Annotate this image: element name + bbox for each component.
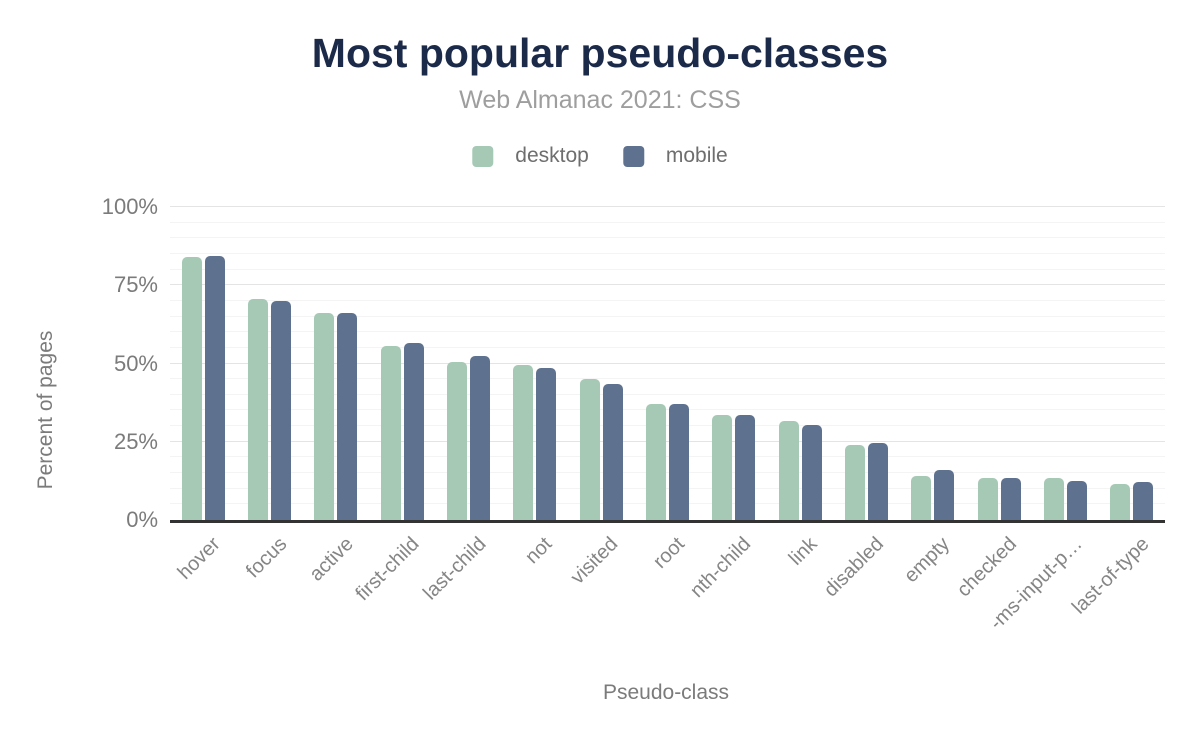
- bar-desktop-hover: [181, 257, 202, 520]
- minor-gridline-95: [170, 221, 1165, 223]
- bar-mobile-active: [337, 313, 358, 520]
- legend-item-desktop: desktop: [472, 144, 589, 168]
- chart-title: Most popular pseudo-classes: [311, 30, 889, 76]
- bar-desktop-disabled: [844, 444, 865, 520]
- bar-group-link: link: [767, 207, 833, 570]
- bar-mobile-hover: [204, 255, 225, 520]
- x-tick-label-link: link: [784, 533, 822, 570]
- x-tick-label-visited: visited: [567, 533, 623, 589]
- bar-mobile-nth-child: [735, 415, 756, 520]
- bar-desktop-focus: [247, 299, 268, 520]
- minor-gridline-45: [170, 378, 1165, 380]
- bar-group-visited: visited: [567, 207, 634, 589]
- bar-group-first-child: first-child: [352, 207, 435, 605]
- bar-mobile-ms-input-p: [1066, 480, 1087, 520]
- minor-gridline-85: [170, 252, 1165, 254]
- minor-gridline-15: [170, 472, 1165, 474]
- x-tick-label-active: active: [304, 533, 358, 586]
- legend-label: desktop: [515, 144, 589, 167]
- x-tick-label-nth-child: nth-child: [686, 533, 756, 603]
- legend-label: mobile: [665, 144, 728, 167]
- minor-gridline-40: [170, 393, 1165, 395]
- major-gridline-100: [170, 206, 1165, 207]
- bar-mobile-last-child: [469, 355, 490, 520]
- x-tick-label-first-child: first-child: [351, 533, 424, 606]
- plot-area: hover focus active first-child last-child not…: [170, 206, 1165, 634]
- bar-desktop-ms-input-p: [1043, 477, 1064, 520]
- x-tick-label-not: not: [521, 533, 557, 569]
- legend-item-mobile: mobile: [622, 144, 728, 168]
- bar-group-last-child: last-child: [419, 207, 501, 604]
- x-tick-label-disabled: disabled: [819, 533, 889, 602]
- minor-gridline-10: [170, 487, 1165, 489]
- minor-gridline-65: [170, 315, 1165, 317]
- legend-swatch-mobile: [622, 145, 644, 167]
- chart-subtitle: Web Almanac 2021: CSS: [459, 86, 741, 114]
- legend-swatch-desktop: [472, 145, 494, 167]
- legend: desktop mobile: [472, 144, 728, 168]
- bar-desktop-last-of-type: [1110, 484, 1131, 520]
- bar-desktop-root: [645, 404, 666, 520]
- bar-desktop-empty: [911, 476, 932, 520]
- bar-mobile-focus: [270, 300, 291, 520]
- bar-group-active: active: [303, 207, 369, 586]
- bar-mobile-empty: [934, 469, 955, 520]
- minor-gridline-5: [170, 503, 1165, 505]
- major-gridline-75: [170, 284, 1165, 286]
- bar-desktop-not: [513, 365, 534, 520]
- minor-gridline-35: [170, 409, 1165, 411]
- minor-gridline-55: [170, 346, 1165, 348]
- bar-desktop-last-child: [446, 361, 467, 520]
- bar-group-nth-child: nth-child: [686, 207, 767, 602]
- bar-desktop-active: [314, 313, 335, 520]
- y-tick-label-25: 25%: [113, 428, 158, 454]
- bar-groups: hover focus active first-child last-child not…: [170, 207, 1165, 634]
- major-gridline-50: [170, 362, 1165, 364]
- bar-group-ms-input-p: -ms-input-p…: [986, 207, 1098, 634]
- bar-mobile-link: [801, 424, 822, 520]
- x-axis-title: Pseudo-class: [602, 681, 730, 704]
- y-tick-label-50: 50%: [113, 350, 158, 376]
- bar-mobile-checked: [1000, 477, 1021, 520]
- y-tick-label-75: 75%: [113, 272, 158, 298]
- bar-mobile-first-child: [403, 343, 424, 520]
- x-tick-label-empty: empty: [900, 533, 955, 588]
- major-gridline-25: [170, 440, 1165, 442]
- bar-mobile-last-of-type: [1133, 482, 1154, 520]
- minor-gridline-20: [170, 456, 1165, 458]
- bar-group-empty: empty: [900, 207, 966, 587]
- bar-group-root: root: [634, 207, 700, 573]
- bar-desktop-checked: [977, 477, 998, 520]
- bar-group-hover: hover: [170, 207, 236, 584]
- bar-desktop-link: [778, 421, 799, 520]
- y-tick-label-100: 100%: [101, 194, 158, 219]
- minor-gridline-30: [170, 425, 1165, 427]
- bar-desktop-first-child: [380, 346, 401, 520]
- bar-group-last-of-type: last-of-type: [1068, 207, 1165, 619]
- x-tick-label-focus: focus: [241, 533, 292, 583]
- minor-gridline-80: [170, 268, 1165, 270]
- minor-gridline-70: [170, 299, 1165, 301]
- bar-desktop-visited: [579, 379, 600, 520]
- x-tick-label-hover: hover: [173, 533, 225, 584]
- minor-gridline-90: [170, 237, 1165, 239]
- x-axis-line: [170, 520, 1165, 523]
- bar-group-focus: focus: [236, 207, 302, 582]
- bar-group-not: not: [502, 207, 568, 568]
- minor-gridline-60: [170, 331, 1165, 333]
- bar-mobile-disabled: [867, 443, 888, 520]
- bar-mobile-visited: [602, 383, 623, 520]
- bar-mobile-not: [536, 368, 557, 520]
- bar-mobile-root: [668, 404, 689, 520]
- y-tick-label-0: 0%: [126, 507, 158, 532]
- x-tick-label-last-child: last-child: [418, 533, 491, 605]
- bar-group-checked: checked: [952, 207, 1032, 601]
- bar-group-disabled: disabled: [820, 207, 899, 601]
- x-tick-label-root: root: [649, 533, 690, 573]
- bar-desktop-nth-child: [712, 415, 733, 520]
